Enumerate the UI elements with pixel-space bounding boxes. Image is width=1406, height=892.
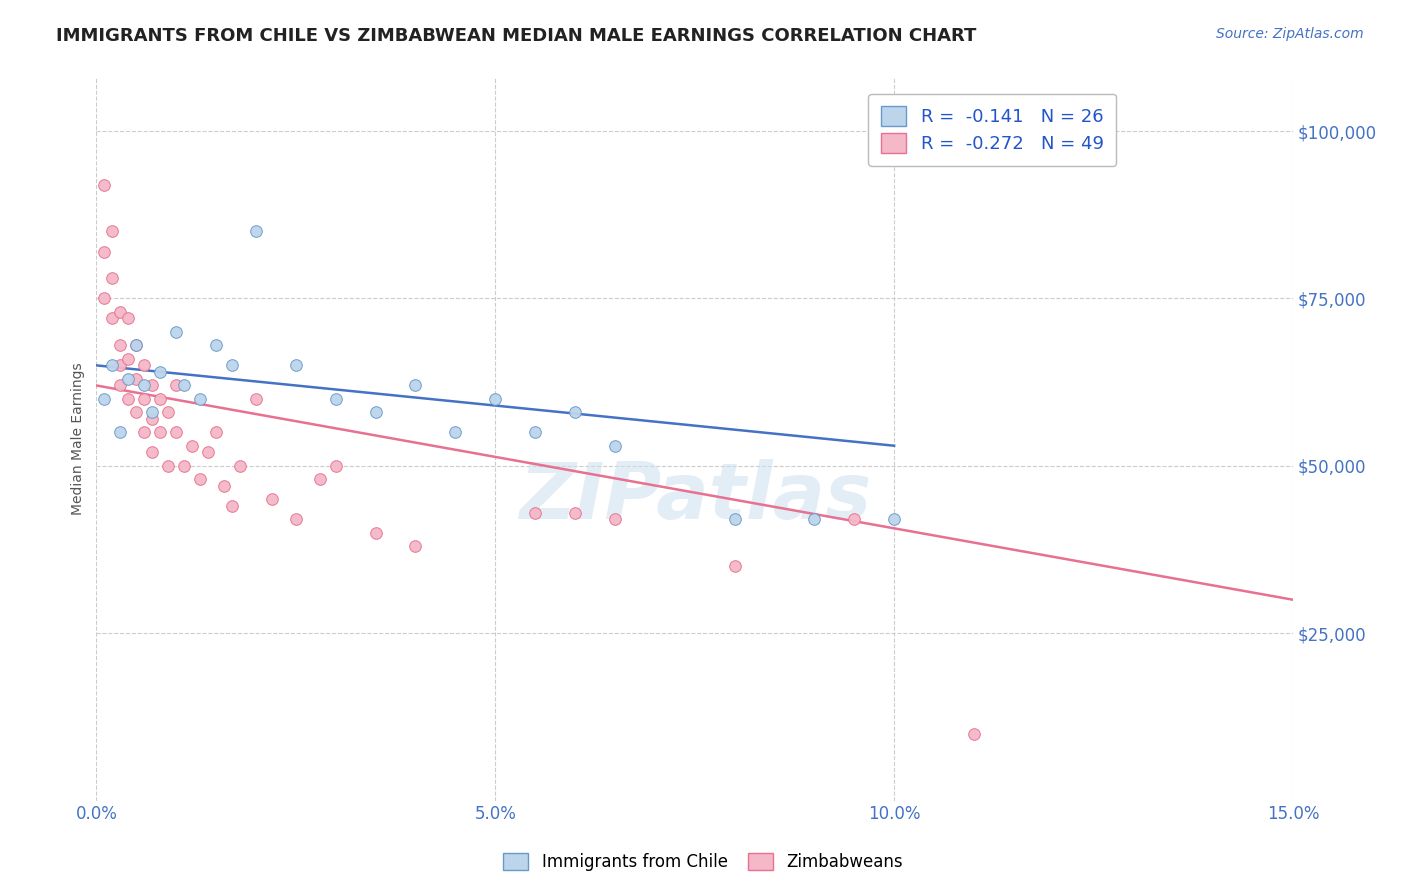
Point — [844, 512, 866, 526]
Point — [165, 378, 187, 392]
Point — [173, 458, 195, 473]
Point — [564, 405, 586, 419]
Point — [197, 445, 219, 459]
Point — [364, 525, 387, 540]
Point — [134, 425, 156, 440]
Point — [188, 392, 211, 406]
Point — [963, 726, 986, 740]
Point — [141, 378, 163, 392]
Point — [141, 412, 163, 426]
Point — [101, 311, 124, 326]
Point — [149, 365, 172, 379]
Point — [803, 512, 825, 526]
Legend: Immigrants from Chile, Zimbabweans: Immigrants from Chile, Zimbabweans — [495, 845, 911, 880]
Point — [134, 359, 156, 373]
Point — [117, 372, 139, 386]
Point — [364, 405, 387, 419]
Point — [165, 325, 187, 339]
Point — [404, 539, 426, 553]
Point — [205, 338, 228, 352]
Point — [125, 338, 148, 352]
Text: IMMIGRANTS FROM CHILE VS ZIMBABWEAN MEDIAN MALE EARNINGS CORRELATION CHART: IMMIGRANTS FROM CHILE VS ZIMBABWEAN MEDI… — [56, 27, 977, 45]
Point — [603, 439, 626, 453]
Point — [117, 351, 139, 366]
Legend: R =  -0.141   N = 26, R =  -0.272   N = 49: R = -0.141 N = 26, R = -0.272 N = 49 — [869, 94, 1116, 166]
Point — [603, 512, 626, 526]
Point — [141, 445, 163, 459]
Point — [564, 506, 586, 520]
Point — [125, 338, 148, 352]
Point — [284, 359, 307, 373]
Point — [157, 405, 180, 419]
Point — [93, 292, 115, 306]
Point — [723, 512, 745, 526]
Point — [93, 392, 115, 406]
Point — [101, 224, 124, 238]
Point — [245, 392, 267, 406]
Text: Source: ZipAtlas.com: Source: ZipAtlas.com — [1216, 27, 1364, 41]
Point — [93, 244, 115, 259]
Point — [134, 392, 156, 406]
Point — [308, 472, 330, 486]
Point — [404, 378, 426, 392]
Point — [260, 492, 283, 507]
Point — [110, 425, 132, 440]
Point — [205, 425, 228, 440]
Point — [883, 512, 905, 526]
Point — [149, 425, 172, 440]
Point — [157, 458, 180, 473]
Point — [93, 178, 115, 192]
Point — [134, 378, 156, 392]
Point — [524, 506, 547, 520]
Point — [101, 359, 124, 373]
Point — [173, 378, 195, 392]
Point — [149, 392, 172, 406]
Y-axis label: Median Male Earnings: Median Male Earnings — [72, 363, 86, 516]
Point — [125, 372, 148, 386]
Point — [165, 425, 187, 440]
Point — [245, 224, 267, 238]
Point — [110, 378, 132, 392]
Point — [325, 392, 347, 406]
Point — [221, 499, 243, 513]
Text: ZIPatlas: ZIPatlas — [519, 458, 870, 535]
Point — [221, 359, 243, 373]
Point — [110, 359, 132, 373]
Point — [723, 559, 745, 574]
Point — [110, 305, 132, 319]
Point — [117, 392, 139, 406]
Point — [325, 458, 347, 473]
Point — [188, 472, 211, 486]
Point — [444, 425, 467, 440]
Point — [117, 311, 139, 326]
Point — [125, 405, 148, 419]
Point — [141, 405, 163, 419]
Point — [524, 425, 547, 440]
Point — [101, 271, 124, 285]
Point — [484, 392, 506, 406]
Point — [229, 458, 252, 473]
Point — [110, 338, 132, 352]
Point — [284, 512, 307, 526]
Point — [212, 479, 235, 493]
Point — [181, 439, 204, 453]
